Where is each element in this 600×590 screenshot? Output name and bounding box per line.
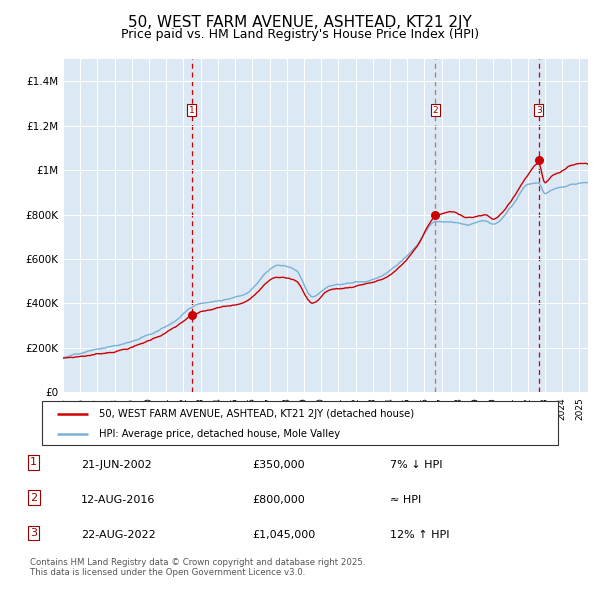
Text: £350,000: £350,000 — [252, 460, 305, 470]
Text: £1,045,000: £1,045,000 — [252, 530, 315, 540]
FancyBboxPatch shape — [42, 401, 558, 445]
Text: £800,000: £800,000 — [252, 495, 305, 505]
Text: 1: 1 — [189, 106, 194, 114]
Text: Price paid vs. HM Land Registry's House Price Index (HPI): Price paid vs. HM Land Registry's House … — [121, 28, 479, 41]
Text: Contains HM Land Registry data © Crown copyright and database right 2025.
This d: Contains HM Land Registry data © Crown c… — [30, 558, 365, 577]
Text: 1: 1 — [30, 457, 37, 467]
Text: 50, WEST FARM AVENUE, ASHTEAD, KT21 2JY: 50, WEST FARM AVENUE, ASHTEAD, KT21 2JY — [128, 15, 472, 30]
Text: 7% ↓ HPI: 7% ↓ HPI — [390, 460, 443, 470]
Text: 3: 3 — [30, 528, 37, 538]
Text: 50, WEST FARM AVENUE, ASHTEAD, KT21 2JY (detached house): 50, WEST FARM AVENUE, ASHTEAD, KT21 2JY … — [99, 409, 414, 418]
Text: 12-AUG-2016: 12-AUG-2016 — [81, 495, 155, 505]
Text: 3: 3 — [536, 106, 542, 114]
Text: 2: 2 — [433, 106, 438, 114]
Text: HPI: Average price, detached house, Mole Valley: HPI: Average price, detached house, Mole… — [99, 430, 340, 440]
Text: 21-JUN-2002: 21-JUN-2002 — [81, 460, 152, 470]
Text: 12% ↑ HPI: 12% ↑ HPI — [390, 530, 449, 540]
Text: 22-AUG-2022: 22-AUG-2022 — [81, 530, 156, 540]
Text: ≈ HPI: ≈ HPI — [390, 495, 421, 505]
Text: 2: 2 — [30, 493, 37, 503]
